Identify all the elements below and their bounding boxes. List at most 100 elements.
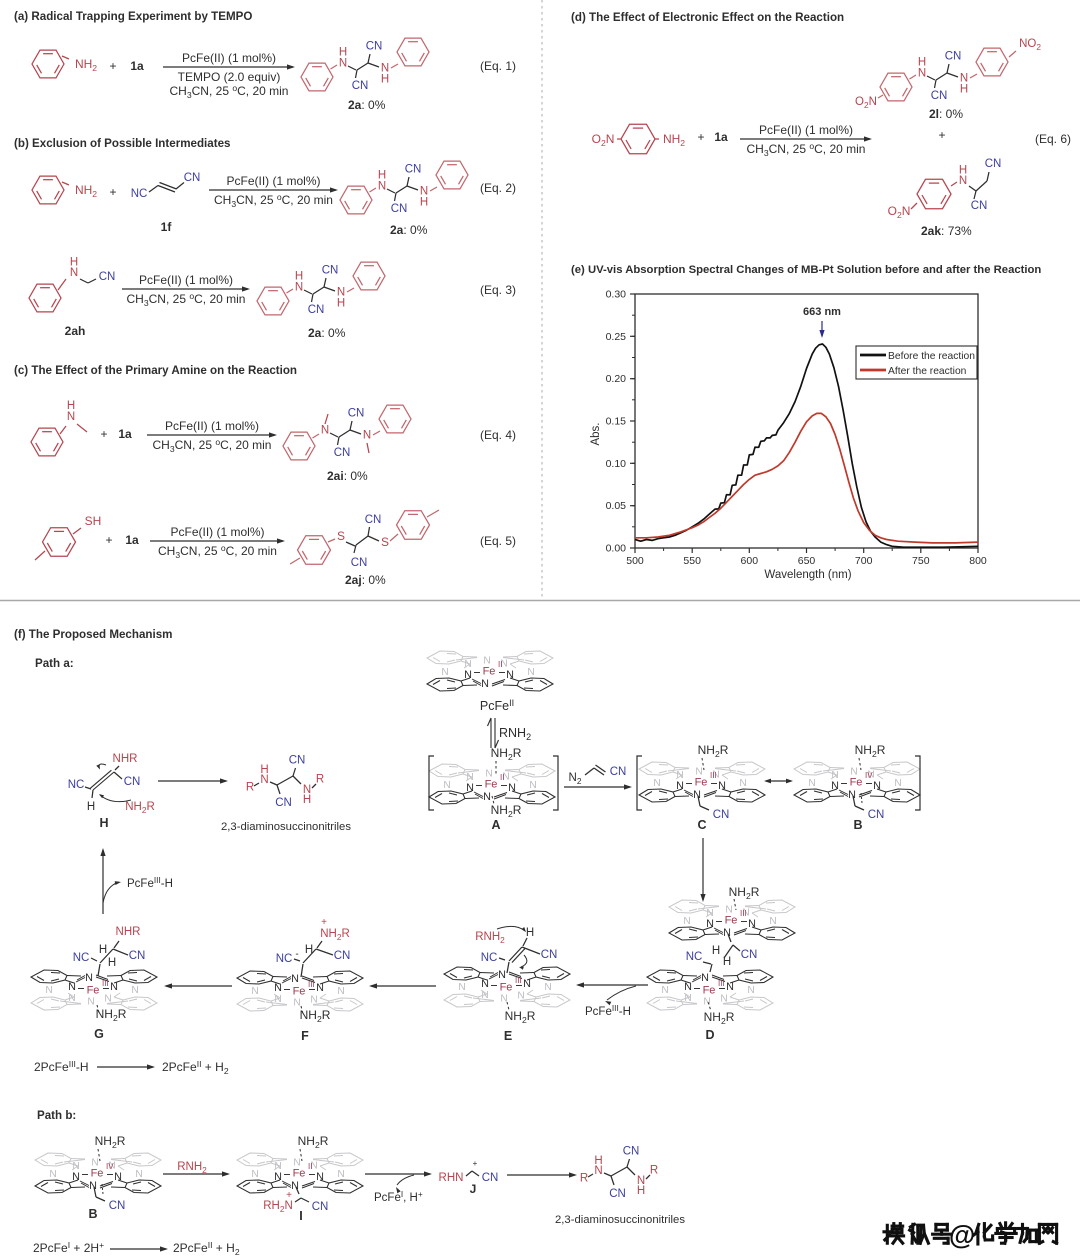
svg-text:PcFe(II) (1 mol%): PcFe(II) (1 mol%): [165, 419, 259, 433]
svg-text:(Eq. 3): (Eq. 3): [480, 283, 516, 297]
svg-text:(Eq. 2): (Eq. 2): [480, 181, 516, 195]
svg-text:N: N: [339, 58, 347, 70]
svg-text:NH2R: NH2R: [698, 743, 729, 759]
svg-text:N2: N2: [569, 772, 582, 786]
svg-text:CN: CN: [945, 51, 962, 63]
svg-text:2PcFeI + 2H+: 2PcFeI + 2H+: [33, 1240, 104, 1255]
svg-text:G: G: [94, 1027, 104, 1041]
svg-text:J: J: [470, 1182, 477, 1196]
svg-text:IV: IV: [106, 1162, 114, 1171]
svg-text:550: 550: [683, 555, 701, 567]
svg-text:H: H: [108, 957, 116, 969]
svg-text:NH2R: NH2R: [300, 1008, 331, 1024]
svg-text:H: H: [337, 298, 345, 310]
svg-text:NH2R: NH2R: [95, 1134, 126, 1150]
svg-text:+: +: [938, 128, 945, 142]
svg-text:CH3CN, 25 oC, 20 min: CH3CN, 25 oC, 20 min: [153, 437, 272, 454]
svg-text:PcFe(II) (1 mol%): PcFe(II) (1 mol%): [170, 525, 264, 539]
svg-text:NO2: NO2: [1019, 38, 1041, 52]
svg-text:CN: CN: [312, 1201, 329, 1213]
svg-text:(Eq. 6): (Eq. 6): [1035, 132, 1071, 146]
svg-text:600: 600: [741, 555, 759, 567]
svg-text:CN: CN: [971, 200, 988, 212]
svg-text:RHN: RHN: [439, 1172, 464, 1184]
svg-text:CN: CN: [609, 1188, 626, 1200]
svg-text:H: H: [99, 816, 108, 830]
svg-text:III: III: [308, 980, 315, 989]
svg-text:NC: NC: [68, 779, 85, 791]
svg-text:III: III: [718, 979, 725, 988]
svg-text:2l: 0%: 2l: 0%: [929, 107, 963, 121]
svg-text:2PcFeIII-H: 2PcFeIII-H: [34, 1059, 89, 1074]
svg-text:After the reaction: After the reaction: [888, 366, 967, 377]
svg-text:(f) The Proposed Mechanism: (f) The Proposed Mechanism: [14, 628, 172, 641]
svg-text:CN: CN: [610, 766, 627, 778]
svg-text:CN: CN: [109, 1200, 126, 1212]
svg-text:CN: CN: [365, 514, 382, 526]
svg-text:+: +: [109, 59, 116, 73]
svg-text:H: H: [959, 165, 967, 177]
svg-text:O2N: O2N: [855, 96, 877, 110]
svg-text:Before the reaction: Before the reaction: [888, 351, 975, 362]
svg-text:H: H: [99, 944, 107, 956]
svg-text:800: 800: [969, 555, 987, 567]
svg-text:CN: CN: [334, 447, 351, 459]
svg-text:1a: 1a: [118, 427, 132, 441]
svg-text:(Eq. 4): (Eq. 4): [480, 428, 516, 442]
svg-text:CN: CN: [289, 755, 306, 767]
svg-text:H: H: [918, 57, 926, 69]
svg-text:CN: CN: [129, 950, 146, 962]
svg-text:SH: SH: [85, 514, 102, 528]
svg-text:NH2R: NH2R: [855, 743, 886, 759]
svg-text:PcFeII: PcFeII: [480, 698, 514, 713]
svg-text:NH2: NH2: [663, 132, 685, 148]
svg-text:NH2R: NH2R: [125, 801, 155, 815]
svg-text:CN: CN: [308, 304, 325, 316]
svg-text:III: III: [710, 771, 717, 780]
svg-text:2ak: 73%: 2ak: 73%: [921, 224, 972, 238]
svg-text:CN: CN: [391, 203, 408, 215]
svg-text:NH2R: NH2R: [505, 1009, 536, 1025]
svg-text:1a: 1a: [125, 533, 139, 547]
svg-text:CH3CN, 25 oC, 20 min: CH3CN, 25 oC, 20 min: [127, 291, 246, 308]
svg-text:R: R: [316, 774, 324, 786]
svg-text:N: N: [260, 774, 268, 786]
svg-text:O2N: O2N: [888, 204, 911, 220]
svg-text:I: I: [299, 1209, 302, 1223]
svg-text:N: N: [594, 1165, 602, 1177]
svg-text:II: II: [498, 660, 502, 669]
svg-text:CN: CN: [868, 809, 885, 821]
svg-text:H: H: [526, 927, 534, 939]
svg-text:CN: CN: [366, 41, 383, 53]
svg-text:CH3CN, 25 oC, 20 min: CH3CN, 25 oC, 20 min: [747, 141, 866, 158]
svg-text:CN: CN: [713, 809, 730, 821]
svg-text:H: H: [960, 84, 968, 96]
svg-text:NHR: NHR: [113, 753, 138, 765]
svg-text:+: +: [697, 130, 704, 144]
svg-text:R: R: [650, 1165, 658, 1177]
svg-text:NH2R: NH2R: [96, 1007, 127, 1023]
svg-text:N: N: [378, 181, 386, 193]
svg-text:CH3CN, 25 oC, 20 min: CH3CN, 25 oC, 20 min: [158, 543, 277, 560]
svg-text:H: H: [594, 1155, 602, 1167]
svg-text:PcFeIII-H: PcFeIII-H: [585, 1003, 631, 1018]
svg-text:S: S: [381, 535, 389, 549]
svg-text:NH2R: NH2R: [491, 803, 522, 819]
svg-text:2PcFeII + H2: 2PcFeII + H2: [173, 1240, 240, 1257]
svg-text:H: H: [303, 794, 311, 806]
svg-text:N: N: [381, 63, 389, 75]
svg-text:CN: CN: [124, 776, 141, 788]
svg-text:II: II: [308, 1162, 312, 1171]
svg-text:Wavelength (nm): Wavelength (nm): [764, 569, 851, 581]
svg-text:CN: CN: [275, 797, 292, 809]
svg-text:NH2R: NH2R: [704, 1010, 735, 1026]
svg-text:CN: CN: [931, 90, 948, 102]
svg-text:S: S: [337, 529, 345, 543]
svg-text:RNH2: RNH2: [475, 931, 505, 945]
svg-text:0.20: 0.20: [606, 373, 627, 385]
svg-text:CN: CN: [351, 557, 368, 569]
svg-text:H: H: [712, 945, 720, 957]
svg-text:2PcFeII + H2: 2PcFeII + H2: [162, 1059, 229, 1076]
svg-text:PcFe(II) (1 mol%): PcFe(II) (1 mol%): [139, 273, 233, 287]
svg-text:H: H: [260, 764, 268, 776]
